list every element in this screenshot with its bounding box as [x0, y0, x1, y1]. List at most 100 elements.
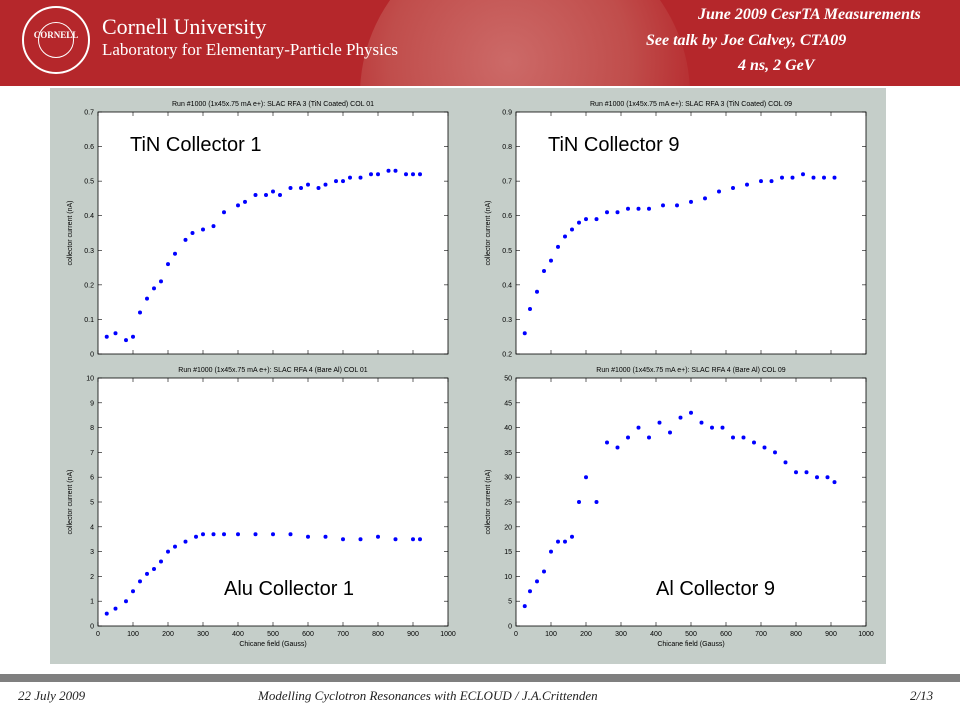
data-point	[183, 237, 188, 242]
data-point	[675, 203, 679, 208]
data-point	[376, 172, 380, 177]
y-tick-label: 0.4	[84, 213, 94, 220]
data-point	[159, 559, 163, 564]
seal-text: CORNELL	[33, 30, 79, 40]
data-point	[253, 192, 258, 197]
header-title-line2: See talk by Joe Calvey, CTA09	[646, 32, 847, 49]
data-point	[411, 537, 415, 542]
data-point	[577, 500, 581, 504]
data-point	[138, 579, 142, 584]
y-tick-label: 10	[504, 574, 512, 581]
data-point	[804, 470, 809, 475]
data-point	[173, 251, 177, 256]
data-point	[647, 206, 651, 211]
y-axis-label: collector current (nA)	[67, 470, 74, 535]
data-point	[689, 199, 693, 204]
y-tick-label: 0	[90, 352, 94, 359]
data-point	[334, 179, 338, 184]
data-point	[745, 182, 749, 187]
y-tick-label: 0.6	[84, 144, 94, 151]
data-point	[626, 435, 630, 440]
data-point	[316, 186, 321, 191]
footer-bar	[0, 674, 960, 682]
data-point	[780, 175, 784, 180]
data-point	[762, 445, 767, 450]
data-point	[211, 224, 216, 229]
y-tick-label: 3	[90, 549, 94, 556]
data-point	[636, 206, 641, 211]
y-tick-label: 0.3	[84, 248, 94, 255]
plot-area	[97, 111, 449, 355]
y-tick-label: 0.2	[502, 352, 512, 359]
x-tick-label: 1000	[858, 631, 874, 638]
data-point	[783, 460, 788, 465]
data-point	[563, 234, 567, 239]
data-point	[542, 569, 546, 574]
data-point	[832, 480, 837, 485]
x-tick-label: 0	[514, 631, 518, 638]
data-point	[720, 425, 725, 430]
data-point	[822, 175, 826, 180]
data-point	[710, 425, 714, 430]
y-tick-label: 0.9	[502, 110, 512, 117]
data-point	[584, 475, 588, 480]
data-point	[183, 539, 188, 544]
data-point	[124, 599, 128, 604]
data-point	[152, 566, 156, 571]
y-tick-label: 40	[504, 425, 512, 432]
data-point	[636, 425, 641, 430]
y-tick-label: 0.6	[502, 213, 512, 220]
data-point	[152, 286, 156, 291]
data-point	[131, 334, 135, 339]
x-tick-label: 0	[96, 631, 100, 638]
data-point	[131, 589, 135, 594]
y-tick-label: 20	[504, 524, 512, 531]
x-tick-label: 500	[685, 631, 697, 638]
y-tick-label: 0.7	[502, 179, 512, 186]
data-point	[661, 203, 665, 208]
data-point	[201, 532, 205, 537]
data-point	[323, 182, 328, 187]
data-point	[194, 534, 198, 539]
data-point	[570, 534, 574, 539]
data-point	[584, 217, 588, 222]
y-tick-label: 1	[90, 599, 94, 606]
header-title-line1: June 2009 CesrTA Measurements	[698, 6, 921, 23]
medallion-image	[360, 0, 690, 86]
data-point	[773, 450, 777, 455]
data-point	[358, 537, 363, 542]
data-point	[341, 179, 345, 184]
plot-title: Run #1000 (1x45x.75 mA e+): SLAC RFA 4 (…	[178, 367, 368, 374]
data-point	[542, 269, 546, 274]
data-point	[794, 470, 798, 475]
data-point	[657, 420, 662, 425]
data-point	[570, 227, 574, 232]
y-tick-label: 0.4	[502, 282, 512, 289]
data-point	[626, 206, 630, 211]
data-point	[190, 231, 195, 235]
data-point	[113, 606, 118, 611]
data-point	[124, 338, 128, 343]
data-point	[278, 192, 282, 197]
y-tick-label: 8	[90, 425, 94, 432]
header-title-line3: 4 ns, 2 GeV	[738, 57, 815, 74]
data-point	[243, 199, 247, 204]
y-tick-label: 5	[508, 599, 512, 606]
data-point	[731, 186, 735, 191]
data-point	[699, 420, 704, 425]
y-axis-label: collector current (nA)	[485, 201, 492, 266]
x-tick-label: 400	[232, 631, 244, 638]
data-point	[211, 532, 216, 537]
x-axis-label: Chicane field (Gauss)	[239, 641, 306, 648]
y-axis-label: collector current (nA)	[67, 201, 74, 266]
data-point	[418, 537, 422, 542]
footer-title: Modelling Cyclotron Resonances with ECLO…	[258, 688, 598, 703]
data-point	[393, 168, 398, 173]
data-point	[104, 611, 109, 616]
label-al-collector-9: Al Collector 9	[656, 578, 775, 600]
data-point	[811, 175, 816, 180]
lab-name: Laboratory for Elementary-Particle Physi…	[102, 40, 398, 59]
plot-tin-collector-1: Run #1000 (1x45x.75 mA e+): SLAC RFA 3 (…	[60, 92, 460, 368]
data-point	[801, 172, 805, 177]
y-tick-label: 4	[90, 524, 94, 531]
